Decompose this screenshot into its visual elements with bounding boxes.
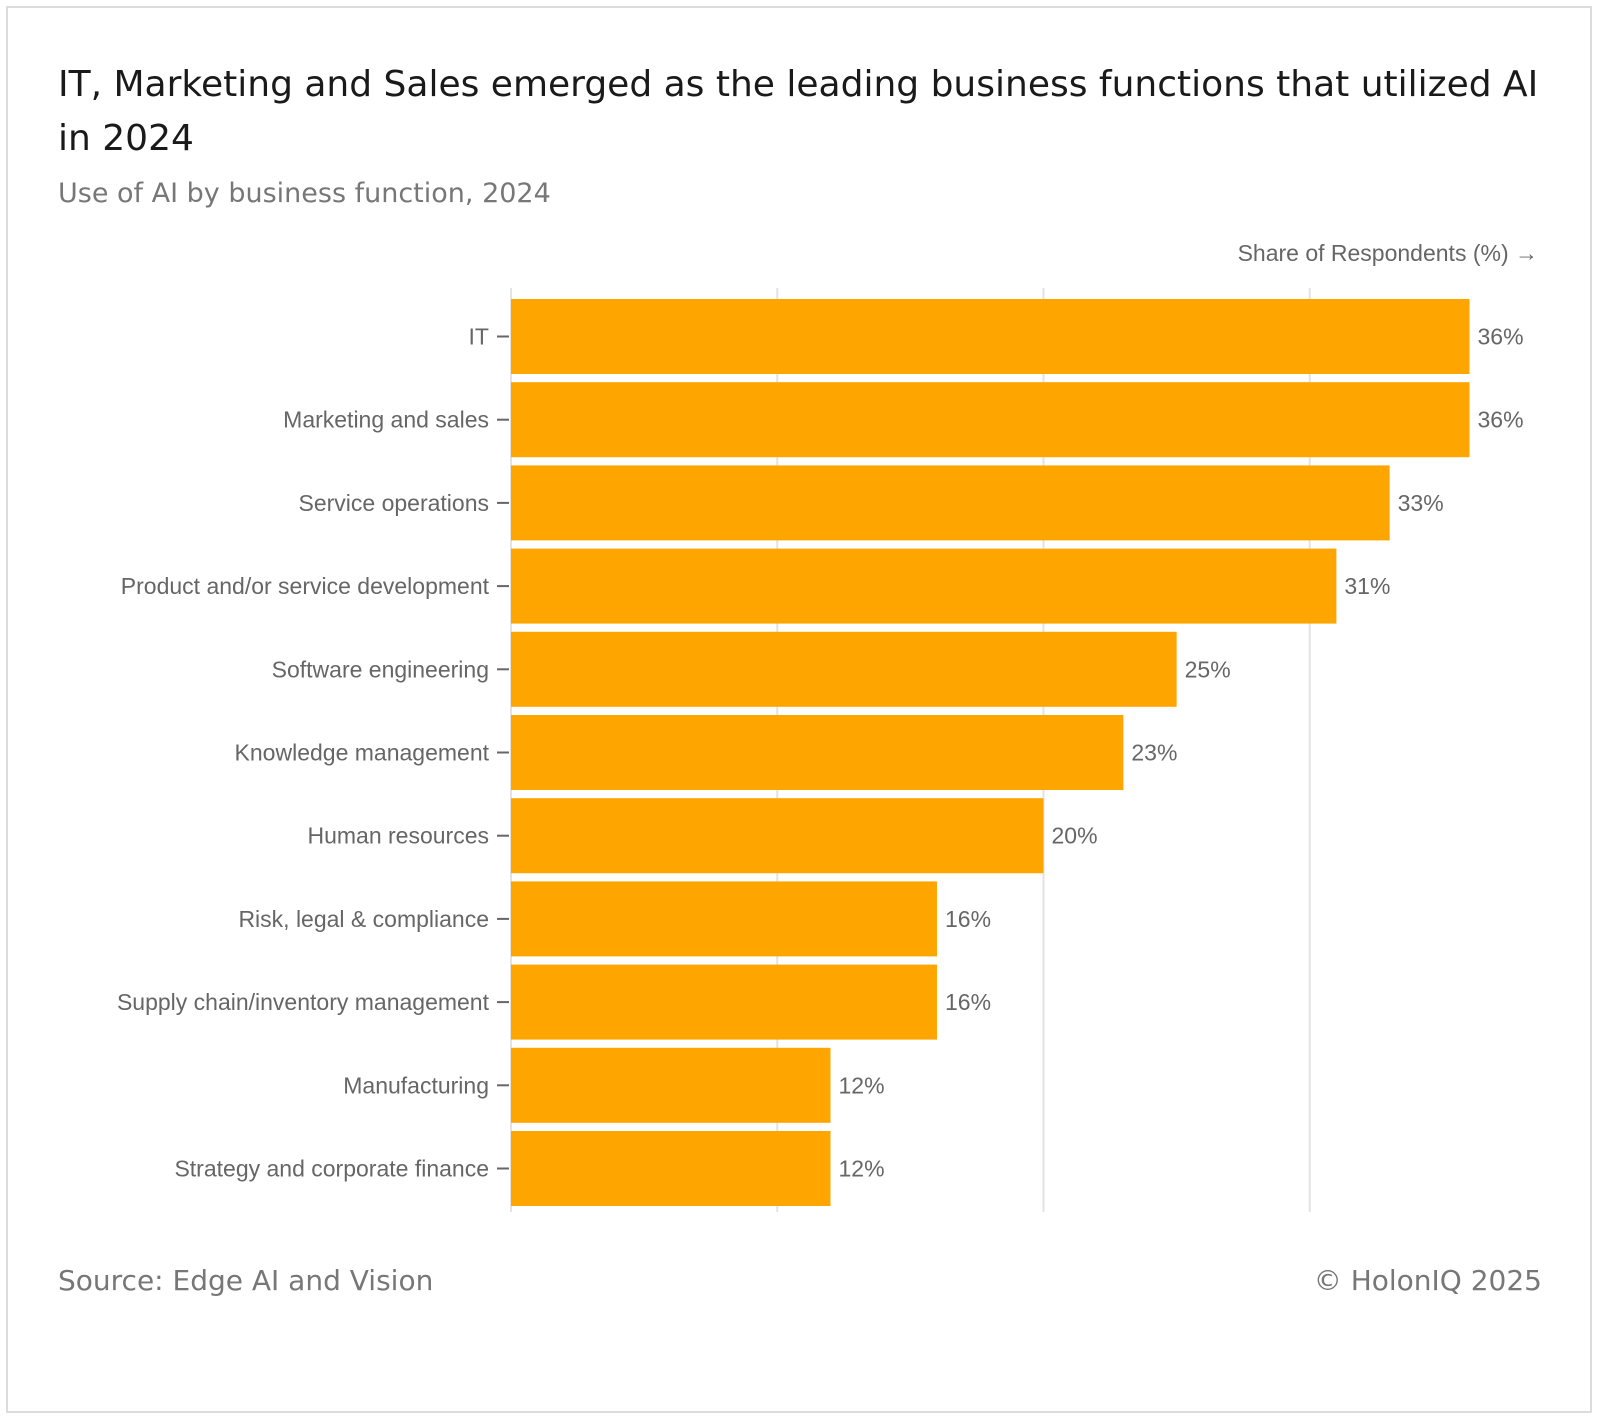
- bar: [511, 299, 1470, 374]
- category-label: Manufacturing: [343, 1072, 489, 1098]
- value-label: 16%: [945, 906, 991, 932]
- value-label: 33%: [1398, 490, 1444, 516]
- value-label: 23%: [1131, 740, 1177, 766]
- bar: [511, 881, 937, 957]
- category-label: Marketing and sales: [283, 407, 489, 433]
- bar: [511, 631, 1177, 707]
- bar: [511, 1047, 831, 1123]
- value-label: 16%: [945, 989, 991, 1015]
- source-note: Source: Edge AI and Vision: [58, 1264, 434, 1297]
- bar: [511, 1131, 831, 1206]
- value-label: 36%: [1478, 324, 1524, 350]
- value-label: 12%: [839, 1156, 885, 1182]
- chart-subtitle: Use of AI by business function, 2024: [58, 178, 551, 209]
- category-label: Service operations: [299, 490, 490, 516]
- x-axis-title: Share of Respondents (%) →: [1237, 240, 1538, 266]
- bar: [511, 715, 1124, 790]
- category-label: Software engineering: [272, 656, 489, 682]
- value-label: 31%: [1344, 573, 1390, 599]
- bar: [511, 798, 1044, 874]
- value-label: 12%: [839, 1072, 885, 1098]
- bar: [511, 382, 1470, 458]
- category-label: Supply chain/inventory management: [117, 989, 490, 1015]
- category-label: Product and/or service development: [121, 573, 490, 599]
- category-label: Risk, legal & compliance: [238, 906, 489, 932]
- category-label: Knowledge management: [235, 740, 490, 766]
- value-label: 25%: [1185, 656, 1231, 682]
- bar: [511, 548, 1337, 624]
- value-label: 36%: [1478, 407, 1524, 433]
- copyright-note: © HolonIQ 2025: [1313, 1264, 1542, 1297]
- value-label: 20%: [1052, 823, 1098, 849]
- chart-title: IT, Marketing and Sales emerged as the l…: [58, 64, 1539, 159]
- bar: [511, 465, 1390, 541]
- category-label: IT: [469, 324, 489, 350]
- bar: [511, 964, 937, 1040]
- category-label: Human resources: [307, 823, 489, 849]
- category-label: Strategy and corporate finance: [174, 1156, 489, 1182]
